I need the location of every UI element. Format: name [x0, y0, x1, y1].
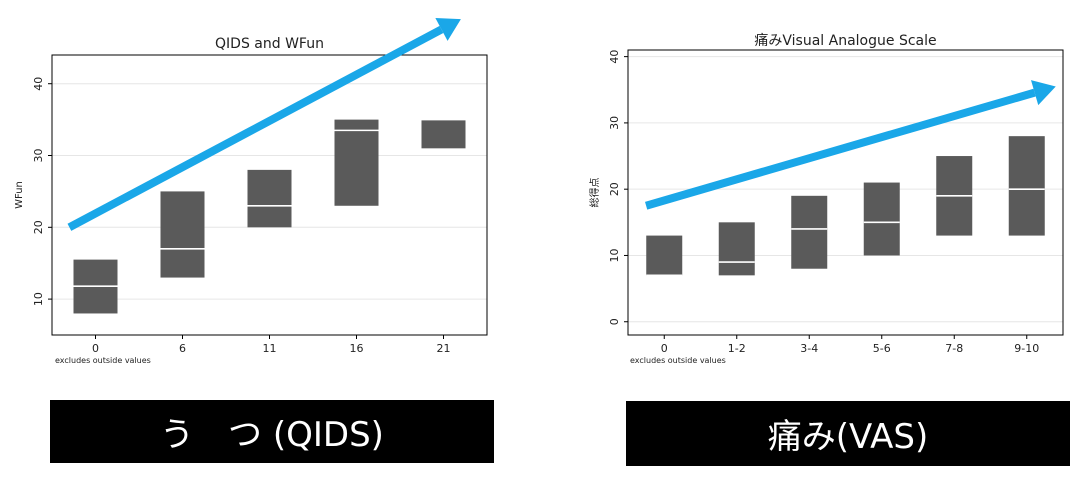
x-tick-label: 11	[263, 342, 277, 355]
chart-title: QIDS and WFun	[215, 36, 324, 52]
box-9-10	[1008, 136, 1045, 236]
x-tick-label: 3-4	[800, 342, 818, 355]
x-tick-label: 6	[179, 342, 186, 355]
banner-depression-qids: う つ (QIDS)	[50, 400, 494, 463]
y-tick-label: 20	[32, 220, 45, 234]
chart-qids-wfun: 10 20 30 40 0 6 11 16 21 QIDS and WFun WFun exclude…	[14, 17, 488, 365]
box-11	[247, 169, 292, 228]
chart-title: 痛みVisual Analogue Scale	[754, 32, 936, 49]
x-tick-label: 5-6	[873, 342, 891, 355]
footnote: excludes outside values	[630, 356, 726, 365]
y-tick-label: 20	[608, 182, 621, 196]
trend-arrow-shaft	[67, 25, 444, 231]
x-tick-label: 0	[92, 342, 99, 355]
box-3-4	[791, 195, 828, 269]
x-tick-label: 9-10	[1014, 342, 1039, 355]
x-tick-label: 21	[437, 342, 451, 355]
plot-area	[627, 49, 1064, 336]
y-tick-label: 0	[608, 318, 621, 325]
box-16	[334, 119, 379, 206]
y-axis-label: WFun	[14, 181, 25, 209]
box-21	[421, 119, 466, 149]
banner-pain-vas: 痛み(VAS)	[626, 401, 1070, 466]
x-tick-label: 7-8	[945, 342, 963, 355]
trend-arrow-head	[435, 17, 461, 41]
footnote: excludes outside values	[55, 356, 151, 365]
y-axis-label: 総得点	[588, 178, 601, 208]
chart-pain-vas: 0 10 20 30 40 0 1-2 3-4 5-6 7-8 9-10 痛みVisual Analo…	[588, 32, 1064, 365]
x-tick-label: 1-2	[728, 342, 746, 355]
y-tick-label: 40	[608, 50, 621, 64]
x-tick-label: 16	[350, 342, 364, 355]
y-tick-label: 40	[32, 77, 45, 91]
box-6	[160, 191, 205, 278]
box-1-2	[718, 222, 755, 276]
y-tick-label: 10	[32, 292, 45, 306]
box-5-6	[863, 182, 900, 256]
y-tick-label: 10	[608, 248, 621, 262]
x-tick-label: 0	[661, 342, 668, 355]
box-0	[646, 235, 683, 276]
trend-arrow-shaft	[645, 88, 1036, 210]
trend-arrow-head	[1030, 80, 1056, 106]
y-tick-label: 30	[608, 116, 621, 130]
y-tick-label: 30	[32, 149, 45, 163]
